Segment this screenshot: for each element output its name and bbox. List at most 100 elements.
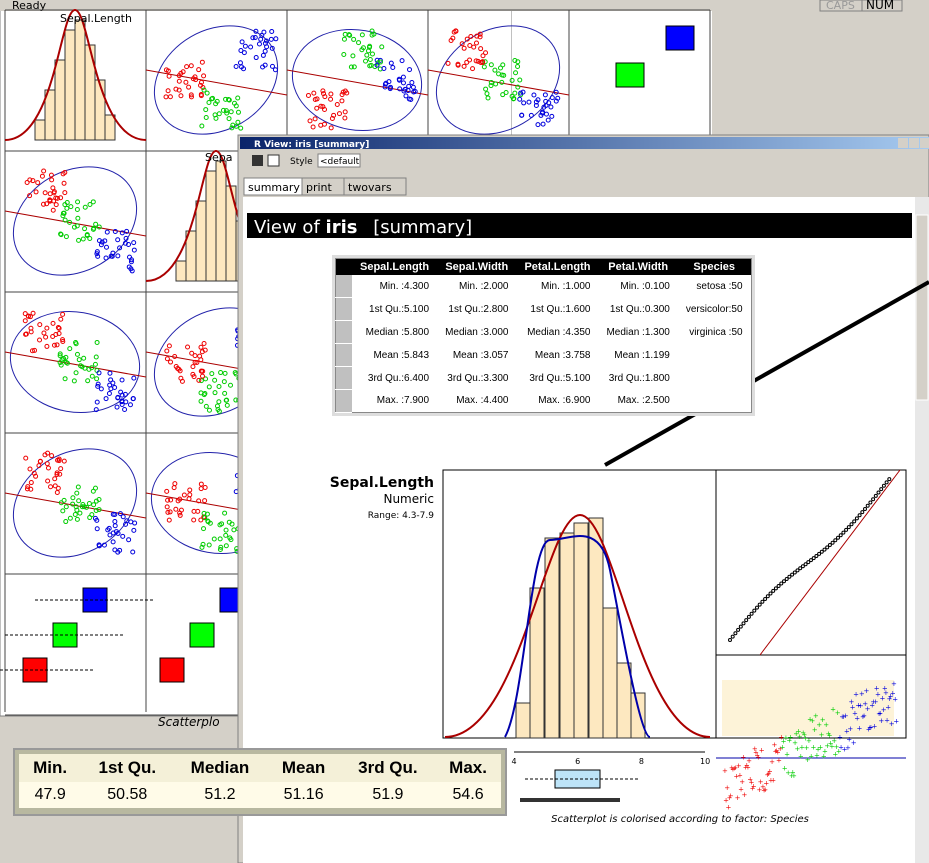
point <box>90 199 96 205</box>
cross: + <box>863 687 869 695</box>
cross: + <box>793 730 799 738</box>
qq-point <box>752 608 757 613</box>
cell: 3rd Qu.:5.100 <box>529 372 591 384</box>
point <box>488 83 494 89</box>
corner <box>335 258 352 275</box>
cell: Mean :5.843 <box>373 349 430 361</box>
point <box>233 103 239 109</box>
point <box>253 55 259 61</box>
point <box>196 67 202 73</box>
row-gutter <box>335 320 352 344</box>
point <box>176 366 182 372</box>
heading: View of iris [summary] <box>254 217 472 238</box>
point <box>74 507 80 513</box>
scroll-thumb[interactable] <box>915 214 929 401</box>
cross: + <box>847 725 853 733</box>
point <box>212 377 218 383</box>
qq-point <box>814 554 819 559</box>
point <box>367 63 373 69</box>
point <box>235 119 241 125</box>
point <box>93 221 99 227</box>
point <box>272 67 278 73</box>
point <box>42 452 48 458</box>
cross: + <box>828 739 834 747</box>
point <box>63 354 69 360</box>
cross: + <box>775 749 781 757</box>
cross: + <box>817 744 823 752</box>
point <box>35 180 41 186</box>
point <box>238 125 244 131</box>
cross: + <box>831 737 837 745</box>
point <box>329 115 335 121</box>
cross: + <box>797 733 803 741</box>
save-icon[interactable] <box>252 155 263 166</box>
point <box>467 42 473 48</box>
hist-bar <box>175 260 187 282</box>
cross: + <box>816 721 822 729</box>
qq-point <box>844 527 849 532</box>
qq-point <box>755 605 759 610</box>
point <box>222 390 228 396</box>
point <box>99 239 105 245</box>
qq-point <box>792 570 797 575</box>
cross: + <box>850 703 856 711</box>
cross: + <box>870 698 876 706</box>
pointer-line <box>604 280 929 467</box>
point <box>60 338 66 344</box>
point <box>216 111 222 117</box>
cross: + <box>759 747 765 755</box>
hist-bar <box>195 200 207 282</box>
stat-name: Mean <box>266 754 341 782</box>
point <box>93 498 99 504</box>
point <box>81 355 87 361</box>
point <box>95 381 101 387</box>
cross: + <box>731 764 737 772</box>
point <box>199 373 205 379</box>
cross: + <box>803 734 809 742</box>
box <box>159 657 185 683</box>
point <box>318 103 324 109</box>
point <box>47 191 53 197</box>
close[interactable] <box>920 138 929 148</box>
cross: + <box>799 743 805 751</box>
cross: + <box>806 737 812 745</box>
hist-bar <box>94 79 106 141</box>
row-gutter <box>335 297 352 321</box>
cross: + <box>734 773 740 781</box>
point <box>123 235 129 241</box>
maximize[interactable] <box>909 138 919 148</box>
point <box>103 396 109 402</box>
point <box>119 230 125 236</box>
point <box>76 237 82 243</box>
cross: + <box>791 772 797 780</box>
point <box>176 87 182 93</box>
cell: Median :4.350 <box>527 326 591 338</box>
point <box>57 353 63 359</box>
style-select[interactable] <box>317 153 361 168</box>
hist-bar <box>64 29 76 141</box>
point <box>262 48 268 54</box>
point <box>62 202 68 208</box>
header-row: Sepal.Length Sepal.Width Petal.Length Petal… <box>335 258 752 275</box>
cross: + <box>819 731 825 739</box>
point <box>119 377 125 383</box>
copy-icon[interactable] <box>267 154 280 167</box>
point <box>89 512 95 518</box>
hist-bar <box>205 170 217 282</box>
cross: + <box>776 757 782 765</box>
qq-point <box>757 602 762 607</box>
point <box>228 109 234 115</box>
point <box>351 36 357 42</box>
point <box>131 527 137 533</box>
point <box>199 368 205 374</box>
point <box>184 64 190 70</box>
point <box>57 351 63 357</box>
minimize[interactable] <box>898 138 908 148</box>
cross: + <box>723 797 729 805</box>
point <box>130 396 136 402</box>
point <box>44 325 50 331</box>
tab[interactable] <box>343 177 407 196</box>
point <box>126 241 132 247</box>
point <box>112 511 118 517</box>
cross: + <box>794 745 800 753</box>
